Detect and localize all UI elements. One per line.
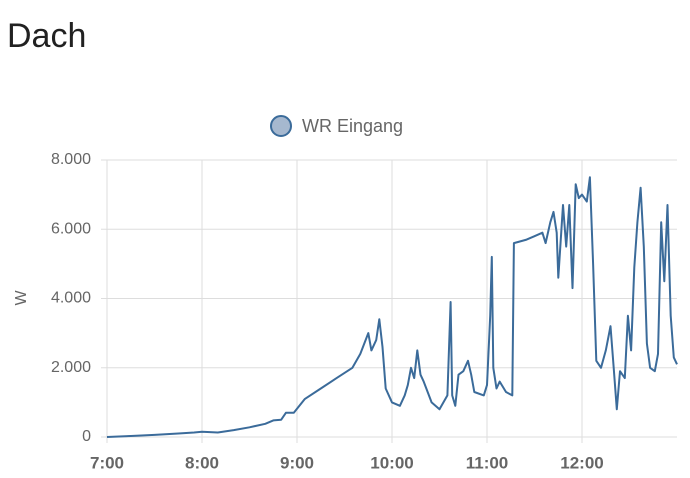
x-tick-label: 12:00 <box>560 453 603 472</box>
x-tick-label: 11:00 <box>466 453 509 472</box>
x-tick-label: 7:00 <box>90 453 124 472</box>
card-title: Dach <box>7 17 86 55</box>
y-tick-label: 6.000 <box>51 220 91 237</box>
y-tick-label: 8.000 <box>51 151 91 168</box>
x-tick-label: 9:00 <box>280 453 314 472</box>
y-axis-label: W <box>13 290 30 306</box>
y-tick-label: 0 <box>82 428 91 445</box>
x-tick-label: 10:00 <box>370 453 413 472</box>
line-series <box>106 176 678 438</box>
legend-marker[interactable] <box>270 115 292 137</box>
y-tick-label: 4.000 <box>51 290 91 307</box>
legend-label[interactable]: WR Eingang <box>302 116 403 136</box>
x-tick-label: 8:00 <box>185 453 219 472</box>
y-tick-label: 2.000 <box>51 359 91 376</box>
